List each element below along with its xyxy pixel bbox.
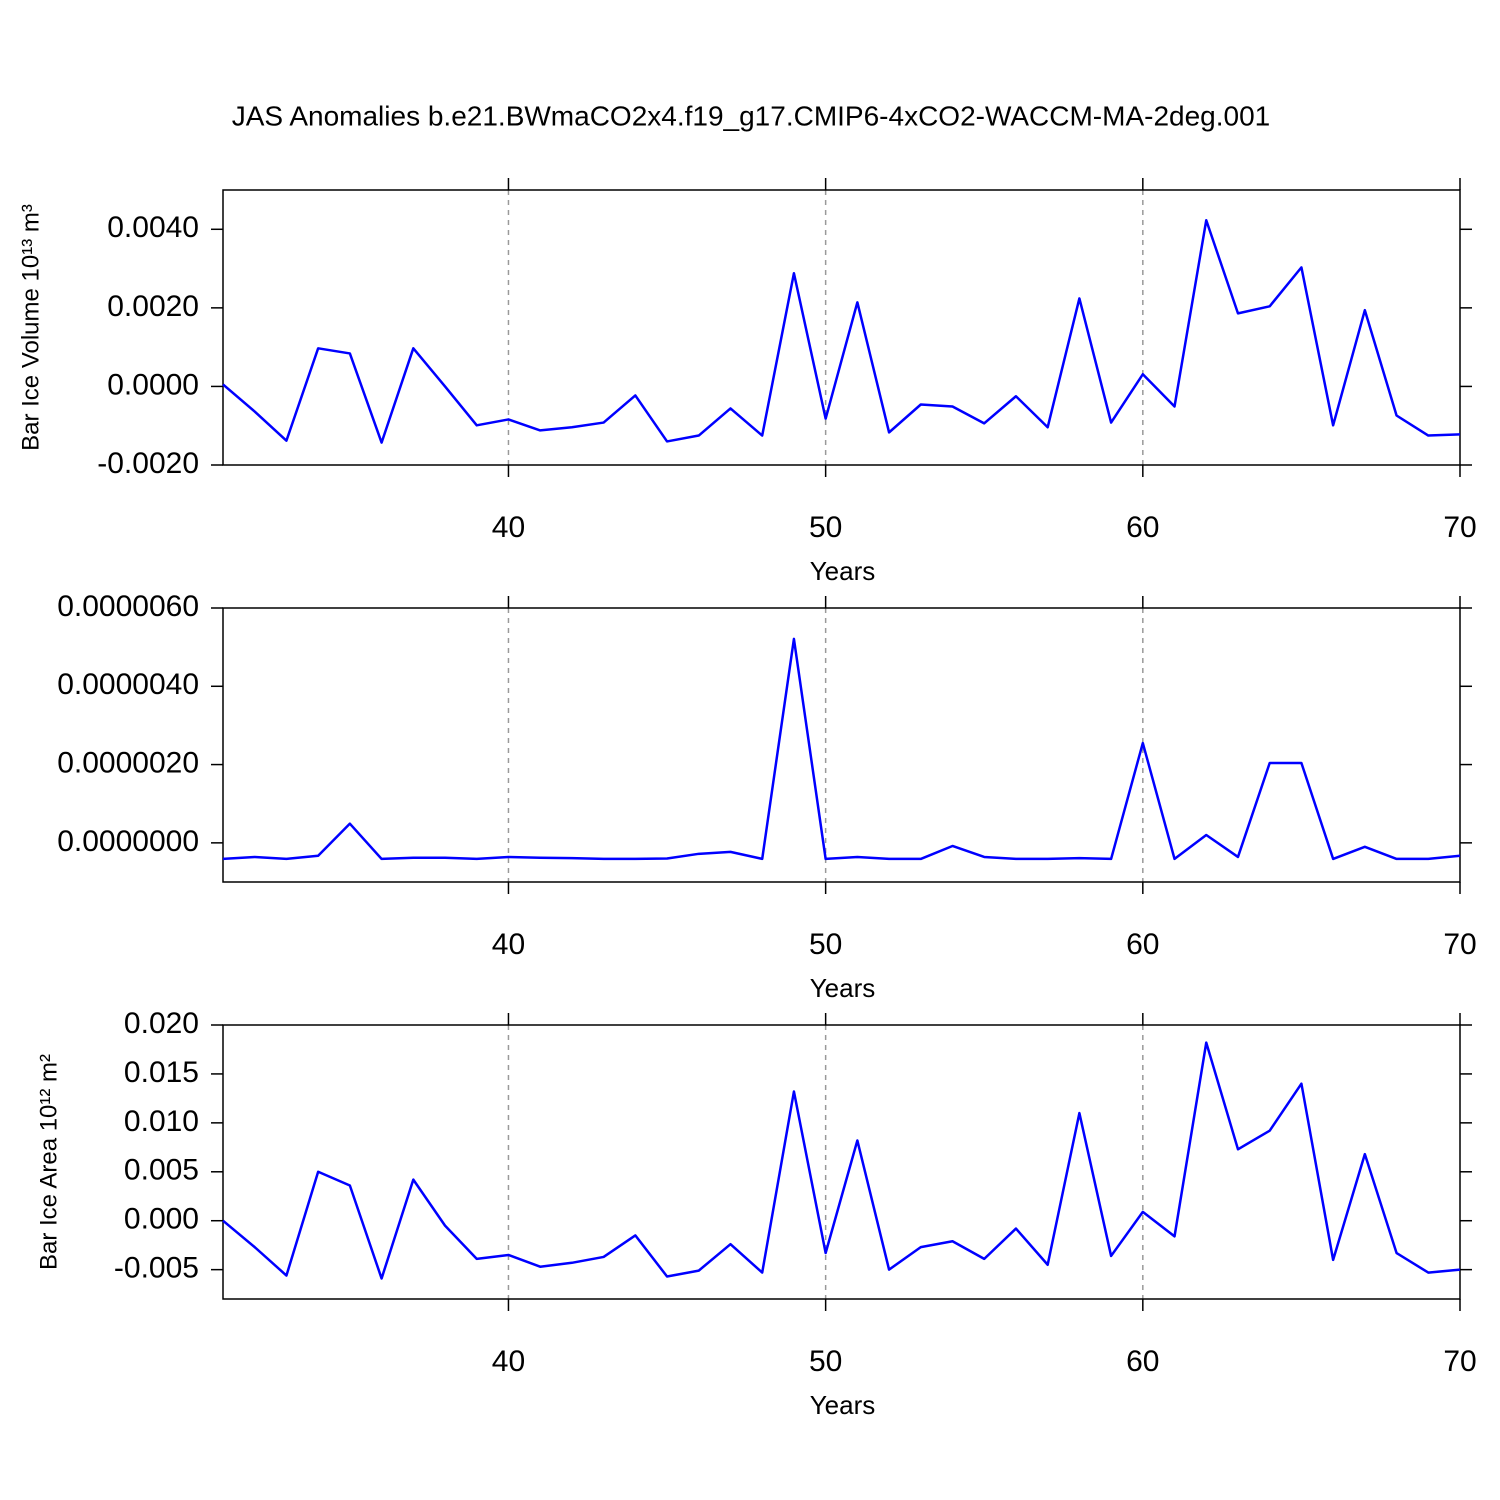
y-tick-label: -0.005	[114, 1252, 199, 1285]
y-tick-label: 0.0020	[107, 290, 199, 323]
y-axis-label: Bar Ice Volume 10¹³ m³	[17, 204, 44, 451]
plot-frame	[222, 1024, 1461, 1300]
x-tick-label: 70	[1443, 511, 1476, 544]
y-tick-label: 0.005	[124, 1154, 199, 1187]
y-axis-label: Bar Ice Area 10¹² m²	[35, 1054, 62, 1270]
x-axis-label: Years	[810, 973, 876, 1003]
data-line	[222, 219, 1461, 444]
y-tick-label: 0.015	[124, 1056, 199, 1089]
y-tick-label: 0.0000000	[57, 825, 199, 858]
y-tick-label: 0.020	[124, 1007, 199, 1040]
x-tick-label: 70	[1443, 928, 1476, 961]
x-tick-label: 60	[1126, 928, 1159, 961]
y-tick-label: 0.0040	[107, 211, 199, 244]
x-tick-label: 60	[1126, 1345, 1159, 1378]
figure-title: JAS Anomalies b.e21.BWmaCO2x4.f19_g17.CM…	[232, 100, 1271, 131]
x-tick-label: 50	[809, 511, 842, 544]
x-tick-label: 70	[1443, 1345, 1476, 1378]
y-tick-label: 0.010	[124, 1105, 199, 1138]
x-axis-label: Years	[810, 556, 876, 586]
data-line	[222, 1041, 1461, 1280]
x-axis-label: Years	[810, 1390, 876, 1420]
data-line	[222, 637, 1461, 861]
y-tick-label: 0.0000060	[57, 590, 199, 623]
plot-frame	[222, 607, 1461, 883]
plot-frame	[222, 189, 1461, 466]
y-tick-label: 0.0000020	[57, 746, 199, 779]
x-tick-label: 50	[809, 1345, 842, 1378]
x-tick-label: 40	[492, 1345, 525, 1378]
x-tick-label: 40	[492, 928, 525, 961]
x-tick-label: 40	[492, 511, 525, 544]
x-tick-label: 50	[809, 928, 842, 961]
y-tick-label: 0.000	[124, 1203, 199, 1236]
y-tick-label: 0.0000040	[57, 668, 199, 701]
x-tick-label: 60	[1126, 511, 1159, 544]
y-tick-label: 0.0000	[107, 368, 199, 401]
y-tick-label: -0.0020	[97, 447, 199, 480]
